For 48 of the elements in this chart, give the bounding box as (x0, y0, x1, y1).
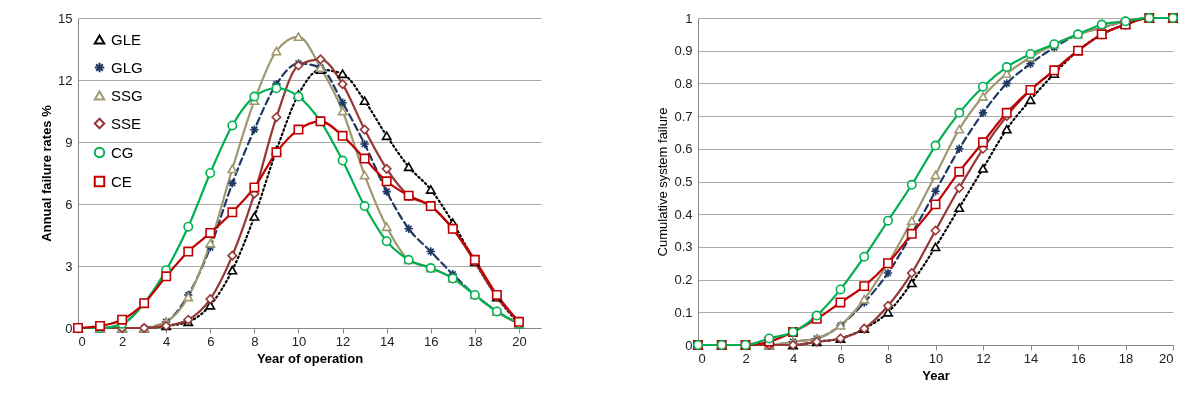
x-tick-label: 12 (976, 350, 991, 366)
y-tick-label: 0.5 (674, 174, 693, 189)
y-tick-label: 0 (65, 320, 73, 336)
x-tick-label: 20 (1159, 350, 1174, 366)
y-axis-title: Annual failure rates % (39, 104, 55, 242)
x-tick-label: 8 (251, 333, 259, 349)
x-axis-title: Year of operation (256, 350, 364, 366)
x-tick-label: 4 (789, 350, 798, 366)
legend-label: SSG (111, 86, 143, 104)
y-tick-label: 12 (58, 72, 73, 88)
x-tick-label: 6 (207, 333, 215, 349)
x-tick-label: 10 (291, 333, 307, 349)
y-axis-title: Cumulative system failure (655, 107, 671, 257)
x-axis-title: Year (922, 367, 950, 383)
x-tick-label: 20 (512, 333, 527, 349)
x-tick-label: 16 (424, 333, 439, 349)
y-tick-label: 0.2 (674, 272, 693, 288)
y-tick-label: 15 (58, 10, 73, 26)
x-tick-label: 18 (1118, 350, 1134, 366)
y-tick-label: 3 (65, 258, 73, 274)
legend-label: GLG (111, 58, 143, 76)
x-tick-label: 16 (1071, 350, 1086, 366)
legend-label: SSE (111, 114, 142, 132)
x-tick-label: 0 (78, 333, 86, 349)
y-tick-label: 0.1 (674, 304, 693, 320)
y-tick-label: 6 (65, 196, 73, 212)
y-tick-label: 0.3 (674, 239, 693, 255)
x-tick-label: 14 (1023, 350, 1039, 366)
x-tick-label: 18 (468, 333, 483, 349)
y-tick-label: 0.8 (674, 75, 693, 91)
x-tick-label: 12 (335, 333, 351, 349)
y-tick-label: 9 (65, 134, 73, 150)
y-tick-label: 0.9 (674, 43, 693, 59)
x-tick-label: 6 (837, 350, 845, 366)
legend-label: GLE (111, 30, 142, 48)
x-tick-label: 14 (379, 333, 395, 349)
x-tick-label: 4 (163, 333, 171, 349)
y-tick-label: 1 (685, 10, 693, 26)
y-tick-label: 0.6 (674, 141, 693, 157)
x-tick-label: 2 (118, 333, 127, 349)
legend-label: CE (111, 172, 132, 190)
x-tick-label: 8 (884, 350, 893, 366)
y-tick-label: 0.4 (674, 206, 693, 222)
x-tick-label: 0 (698, 350, 706, 366)
y-tick-label: 0.7 (674, 108, 693, 124)
x-tick-label: 2 (742, 350, 750, 366)
x-tick-label: 10 (928, 350, 944, 366)
legend-label: CG (111, 143, 134, 161)
